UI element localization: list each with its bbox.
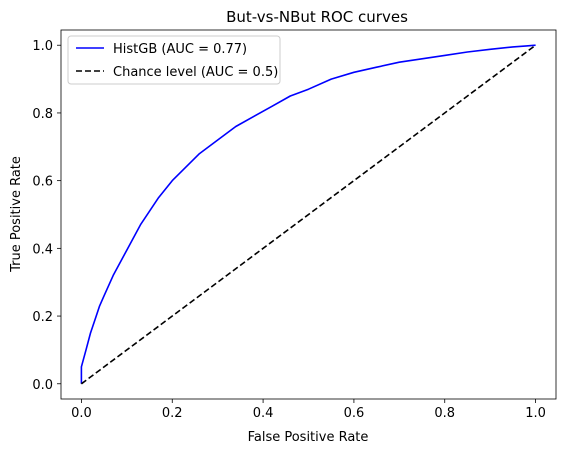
chart-title: But-vs-NBut ROC curves (226, 8, 408, 26)
histgb-roc-line (80, 44, 536, 384)
x-tick-label: 0.8 (434, 406, 455, 421)
series-layer (80, 44, 537, 385)
plot-frame (60, 29, 557, 400)
x-axis-label: False Positive Rate (248, 430, 369, 445)
y-tick-label: 0.0 (32, 378, 53, 393)
y-axis-ticks: 0.0 0.2 0.4 0.6 0.8 1.0 (32, 39, 61, 393)
legend-box (67, 35, 281, 85)
y-tick-label: 0.6 (32, 175, 53, 190)
y-axis-label: True Positive Rate (9, 156, 24, 273)
x-axis-ticks: 0.0 0.2 0.4 0.6 0.8 1.0 (71, 399, 546, 421)
x-tick-label: 1.0 (525, 406, 546, 421)
chance-level-line (80, 44, 537, 385)
x-tick-label: 0.0 (71, 406, 92, 421)
legend-label-chance: Chance level (AUC = 0.5) (113, 65, 278, 80)
x-tick-label: 0.6 (344, 406, 365, 421)
y-tick-label: 0.4 (32, 242, 53, 257)
y-tick-label: 0.2 (32, 310, 53, 325)
y-tick-label: 0.8 (32, 107, 53, 122)
x-tick-label: 0.2 (162, 406, 183, 421)
x-tick-label: 0.4 (253, 406, 274, 421)
y-tick-label: 1.0 (32, 39, 53, 54)
legend-label-histgb: HistGB (AUC = 0.77) (113, 42, 247, 57)
legend: HistGB (AUC = 0.77) Chance level (AUC = … (67, 35, 281, 85)
